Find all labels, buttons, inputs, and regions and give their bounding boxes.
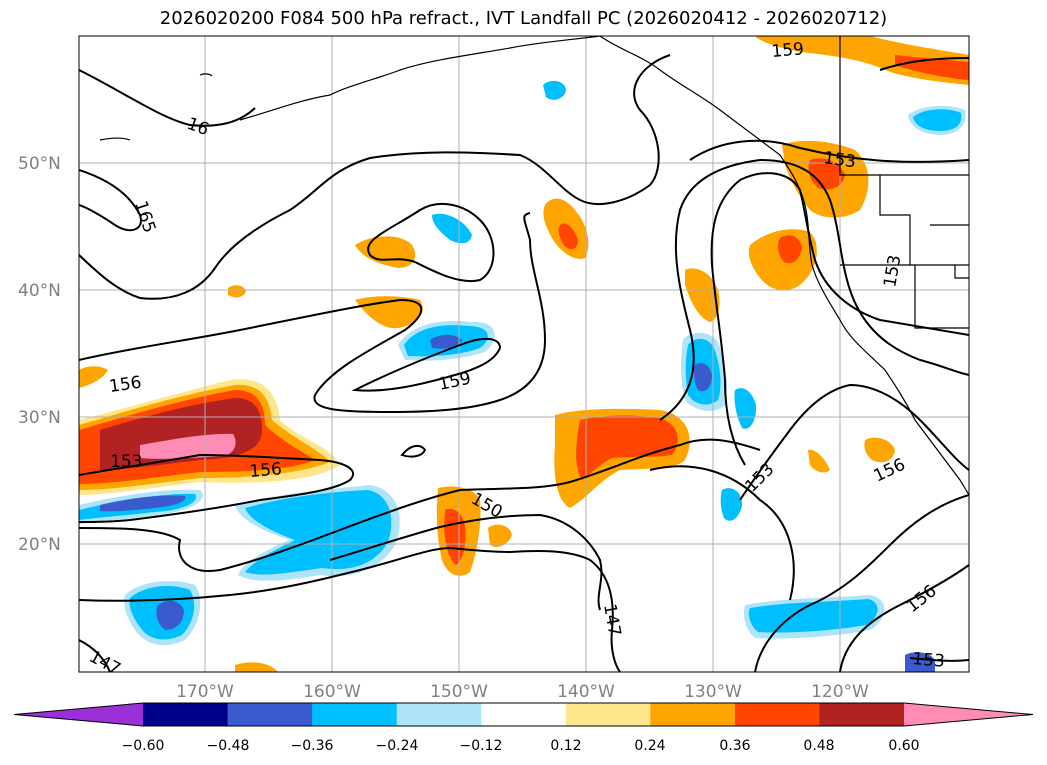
- colorbar-tick-label: 0.48: [803, 738, 834, 754]
- shade-positive-13: [228, 285, 246, 298]
- shade-negative-bottom-right: [905, 652, 935, 672]
- colorbar-tick-label: −0.48: [207, 738, 250, 754]
- colorbar-segment: [565, 703, 651, 726]
- contour-se-153: [839, 564, 969, 672]
- colorbar-segment: [650, 703, 736, 726]
- shade-positive-14: [235, 662, 278, 672]
- shade-negative-small-1: [432, 213, 472, 244]
- contour-153-bottom: [909, 657, 969, 662]
- lon-label-150w: 150°W: [430, 682, 488, 702]
- shade-positive-15: [79, 366, 108, 388]
- colorbar-segments: [13, 702, 1034, 727]
- contour-162: [79, 69, 256, 127]
- contour-east-low: [649, 465, 795, 601]
- lat-label-50n: 50°N: [18, 154, 61, 174]
- latitude-labels: 50°N 40°N 30°N 20°N: [18, 154, 61, 555]
- shade-negative-small-2: [543, 80, 566, 100]
- colorbar-tick-label: 0.60: [888, 738, 919, 754]
- shade-positive-11: [808, 449, 830, 473]
- colorbar-tick-label: −0.60: [122, 738, 165, 754]
- contour-147-sw: [79, 639, 111, 672]
- colorbar-tick-label: 0.12: [550, 738, 581, 754]
- contour-165: [79, 169, 142, 232]
- shade-positive-3-red: [558, 223, 578, 250]
- shade-negative-east-central-dark: [694, 363, 712, 392]
- shade-positive-6: [685, 268, 720, 322]
- contour-label: 153: [822, 148, 857, 172]
- shade-negative-ne-blue: [913, 109, 962, 131]
- contour-inner-loop: [367, 202, 495, 283]
- graticule: [79, 36, 969, 672]
- colorbar-segment: [481, 703, 567, 726]
- colorbar-segment: [227, 703, 313, 726]
- lon-label-140w: 140°W: [557, 682, 615, 702]
- colorbar-extend-max: [904, 703, 1033, 726]
- contour-east-bottom: [754, 494, 969, 672]
- contour-east-153: [689, 139, 969, 163]
- shade-positive-12: [488, 524, 512, 547]
- shade-positive-10: [864, 437, 895, 463]
- contour-small-loop: [400, 444, 427, 458]
- lon-label-170w: 170°W: [176, 682, 234, 702]
- colorbar-segment: [819, 703, 905, 726]
- shade-positive-7-red: [777, 235, 802, 264]
- lon-label-160w: 160°W: [303, 682, 361, 702]
- colorbar-ticks: −0.60 −0.48 −0.36 −0.24 −0.12 0.12 0.24 …: [122, 738, 920, 754]
- shade-positive-9: [755, 36, 969, 85]
- colorbar-extend-min: [14, 703, 143, 726]
- contour-150-mid: [79, 438, 761, 572]
- colorbar-segment: [396, 703, 482, 726]
- contour-label: 159: [771, 39, 805, 62]
- coastlines: [99, 36, 969, 496]
- longitude-labels: 170°W 160°W 150°W 140°W 130°W 120°W: [176, 682, 869, 702]
- colorbar-segment: [143, 703, 229, 726]
- lon-label-120w: 120°W: [811, 682, 869, 702]
- map-panel: 16 165 156 153 156 159 150 147 147 159 1…: [79, 36, 969, 672]
- lat-label-30n: 30°N: [18, 408, 61, 428]
- map-frame: [78, 35, 970, 673]
- shade-negative-east-small: [734, 388, 757, 429]
- lat-label-40n: 40°N: [18, 281, 61, 301]
- contour-label: 153: [912, 649, 946, 672]
- colorbar-segment: [312, 703, 398, 726]
- contour-upper-loop: [79, 54, 671, 300]
- contour-ne-156: [879, 57, 969, 71]
- contour-label: 156: [108, 373, 143, 397]
- contour-label: 153: [110, 452, 142, 472]
- contour-east-inner: [710, 172, 969, 466]
- shade-negative-band-west-dark: [100, 495, 186, 512]
- contour-147-south: [79, 546, 621, 672]
- colorbar-tick-label: −0.24: [376, 738, 419, 754]
- lon-label-130w: 130°W: [684, 682, 742, 702]
- shade-positive-8-red: [808, 158, 845, 190]
- colorbar-outline: [13, 702, 1034, 727]
- colorbar-tick-label: −0.12: [460, 738, 503, 754]
- contour-east-trough: [659, 158, 969, 421]
- contour-east-lower: [739, 383, 969, 501]
- contour-150-south: [329, 513, 603, 611]
- shade-negative-mid-dark: [430, 334, 462, 349]
- lat-label-20n: 20°N: [18, 535, 61, 555]
- contour-label: 156: [249, 459, 283, 482]
- colorbar-tick-label: −0.36: [291, 738, 334, 754]
- contour-lines: [79, 54, 969, 672]
- contour-153-west: [79, 453, 355, 523]
- colorbar-tick-label: 0.36: [719, 738, 750, 754]
- contour-159-mid: [351, 337, 502, 392]
- colorbar: −0.60 −0.48 −0.36 −0.24 −0.12 0.12 0.24 …: [13, 702, 1034, 754]
- shade-positive-band-west-pink: [140, 433, 236, 459]
- shade-negative-east-small-2: [720, 488, 742, 521]
- map-title: 2026020200 F084 500 hPa refract., IVT La…: [159, 8, 888, 29]
- shade-negative-small-sw-dark: [156, 600, 184, 630]
- shade-positive-4-red: [576, 415, 678, 480]
- colorbar-tick-label: 0.24: [634, 738, 665, 754]
- colorbar-segment: [734, 703, 820, 726]
- contour-156-west: [79, 212, 547, 414]
